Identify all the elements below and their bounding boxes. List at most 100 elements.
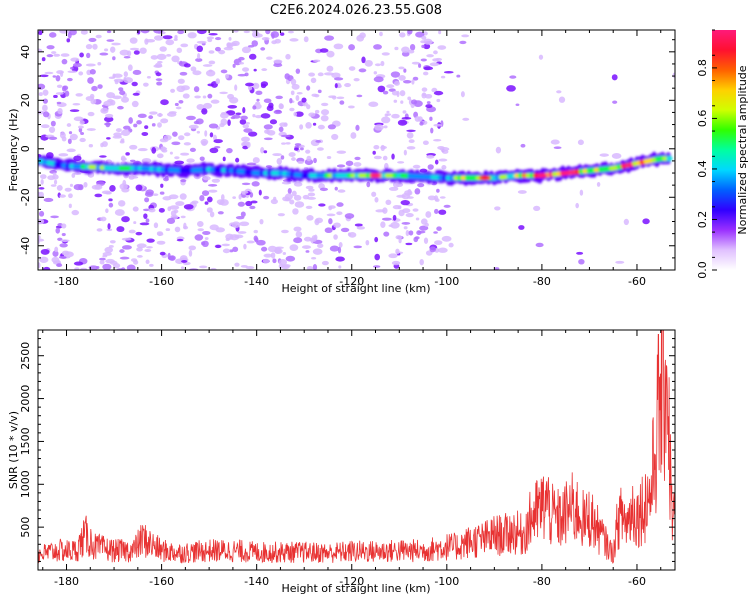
noise-speckle — [38, 210, 45, 217]
noise-speckle — [384, 162, 389, 170]
noise-speckle — [340, 227, 350, 233]
noise-speckle — [141, 131, 149, 136]
noise-speckle — [293, 194, 302, 201]
noise-speckle — [111, 42, 121, 46]
noise-speckle — [179, 71, 188, 76]
noise-speckle — [217, 211, 224, 215]
noise-speckle — [42, 98, 48, 104]
noise-speckle — [39, 256, 49, 263]
noise-speckle — [274, 246, 284, 250]
noise-speckle — [53, 179, 58, 185]
noise-speckle — [66, 123, 72, 127]
noise-speckle — [240, 115, 248, 120]
noise-speckle — [271, 33, 275, 39]
noise-speckle — [208, 60, 216, 65]
ridge-hot-spot — [621, 163, 634, 168]
noise-speckle — [246, 240, 255, 244]
noise-speckle — [177, 78, 185, 84]
noise-speckle — [358, 68, 367, 73]
noise-speckle — [146, 238, 155, 243]
noise-speckle — [426, 154, 435, 159]
noise-speckle — [533, 205, 541, 211]
noise-speckle — [50, 184, 57, 187]
noise-speckle — [179, 193, 187, 200]
noise-speckle — [258, 189, 262, 196]
noise-speckle — [58, 153, 69, 157]
noise-speckle — [251, 40, 258, 47]
noise-speckle — [599, 153, 610, 157]
snr-x-tick-label: -160 — [149, 575, 174, 588]
noise-speckle — [143, 82, 149, 87]
noise-speckle — [289, 199, 295, 205]
noise-speckle — [278, 126, 284, 133]
noise-speckle — [281, 229, 289, 234]
noise-speckle — [287, 187, 292, 195]
noise-speckle — [289, 107, 295, 112]
noise-speckle — [195, 118, 204, 125]
noise-speckle — [256, 239, 266, 246]
noise-speckle — [556, 90, 562, 94]
noise-speckle — [388, 224, 393, 227]
noise-speckle — [174, 34, 178, 40]
noise-speckle — [135, 231, 143, 236]
noise-speckle — [78, 125, 84, 129]
noise-speckle — [79, 120, 85, 125]
noise-speckle — [88, 144, 94, 148]
noise-speckle — [234, 262, 240, 267]
noise-speckle — [120, 157, 127, 161]
noise-speckle — [104, 48, 109, 52]
snr-x-tick-label: -80 — [533, 575, 551, 588]
noise-speckle — [313, 157, 317, 164]
noise-speckle — [142, 208, 151, 212]
spectrogram-noise-speckle — [38, 30, 675, 270]
noise-speckle — [117, 105, 124, 110]
noise-speckle — [293, 111, 298, 117]
noise-speckle — [163, 177, 169, 182]
noise-speckle — [328, 205, 336, 209]
noise-speckle — [38, 262, 41, 269]
noise-speckle — [38, 30, 43, 36]
noise-speckle — [52, 250, 59, 257]
noise-speckle — [156, 231, 163, 236]
noise-speckle — [280, 134, 291, 138]
noise-speckle — [336, 202, 344, 207]
noise-speckle — [434, 240, 443, 246]
spectrogram-x-ticks: -180 -160 -140 -120 -100 -80 -60 — [42, 30, 662, 288]
noise-speckle — [317, 89, 322, 94]
noise-speckle — [373, 76, 384, 83]
noise-speckle — [423, 38, 433, 45]
noise-speckle — [174, 160, 185, 165]
noise-speckle — [146, 246, 153, 249]
noise-speckle — [495, 146, 502, 154]
noise-speckle — [242, 67, 250, 72]
noise-speckle — [155, 62, 163, 68]
noise-speckle — [202, 230, 211, 236]
noise-speckle — [256, 98, 260, 102]
noise-speckle — [64, 90, 70, 97]
noise-speckle — [78, 71, 84, 76]
noise-speckle — [123, 71, 129, 78]
noise-speckle — [273, 196, 277, 201]
noise-speckle — [372, 150, 376, 155]
noise-speckle — [672, 72, 675, 79]
noise-speckle — [417, 230, 426, 234]
noise-speckle — [424, 222, 429, 227]
noise-speckle — [180, 266, 185, 270]
noise-speckle — [239, 119, 247, 125]
noise-speckle — [208, 69, 213, 73]
noise-speckle — [50, 215, 59, 219]
noise-speckle — [399, 32, 406, 38]
noise-speckle — [202, 64, 213, 67]
snr-y-tick-label: 1000 — [19, 470, 32, 498]
noise-speckle — [345, 160, 354, 166]
noise-speckle — [46, 45, 55, 50]
noise-speckle — [105, 208, 109, 214]
noise-speckle — [356, 226, 366, 230]
noise-speckle — [241, 46, 252, 54]
noise-speckle — [204, 237, 209, 240]
noise-speckle — [215, 78, 221, 85]
noise-speckle — [302, 194, 310, 200]
noise-speckle — [260, 47, 266, 51]
noise-speckle — [415, 31, 425, 38]
noise-speckle — [285, 255, 296, 262]
